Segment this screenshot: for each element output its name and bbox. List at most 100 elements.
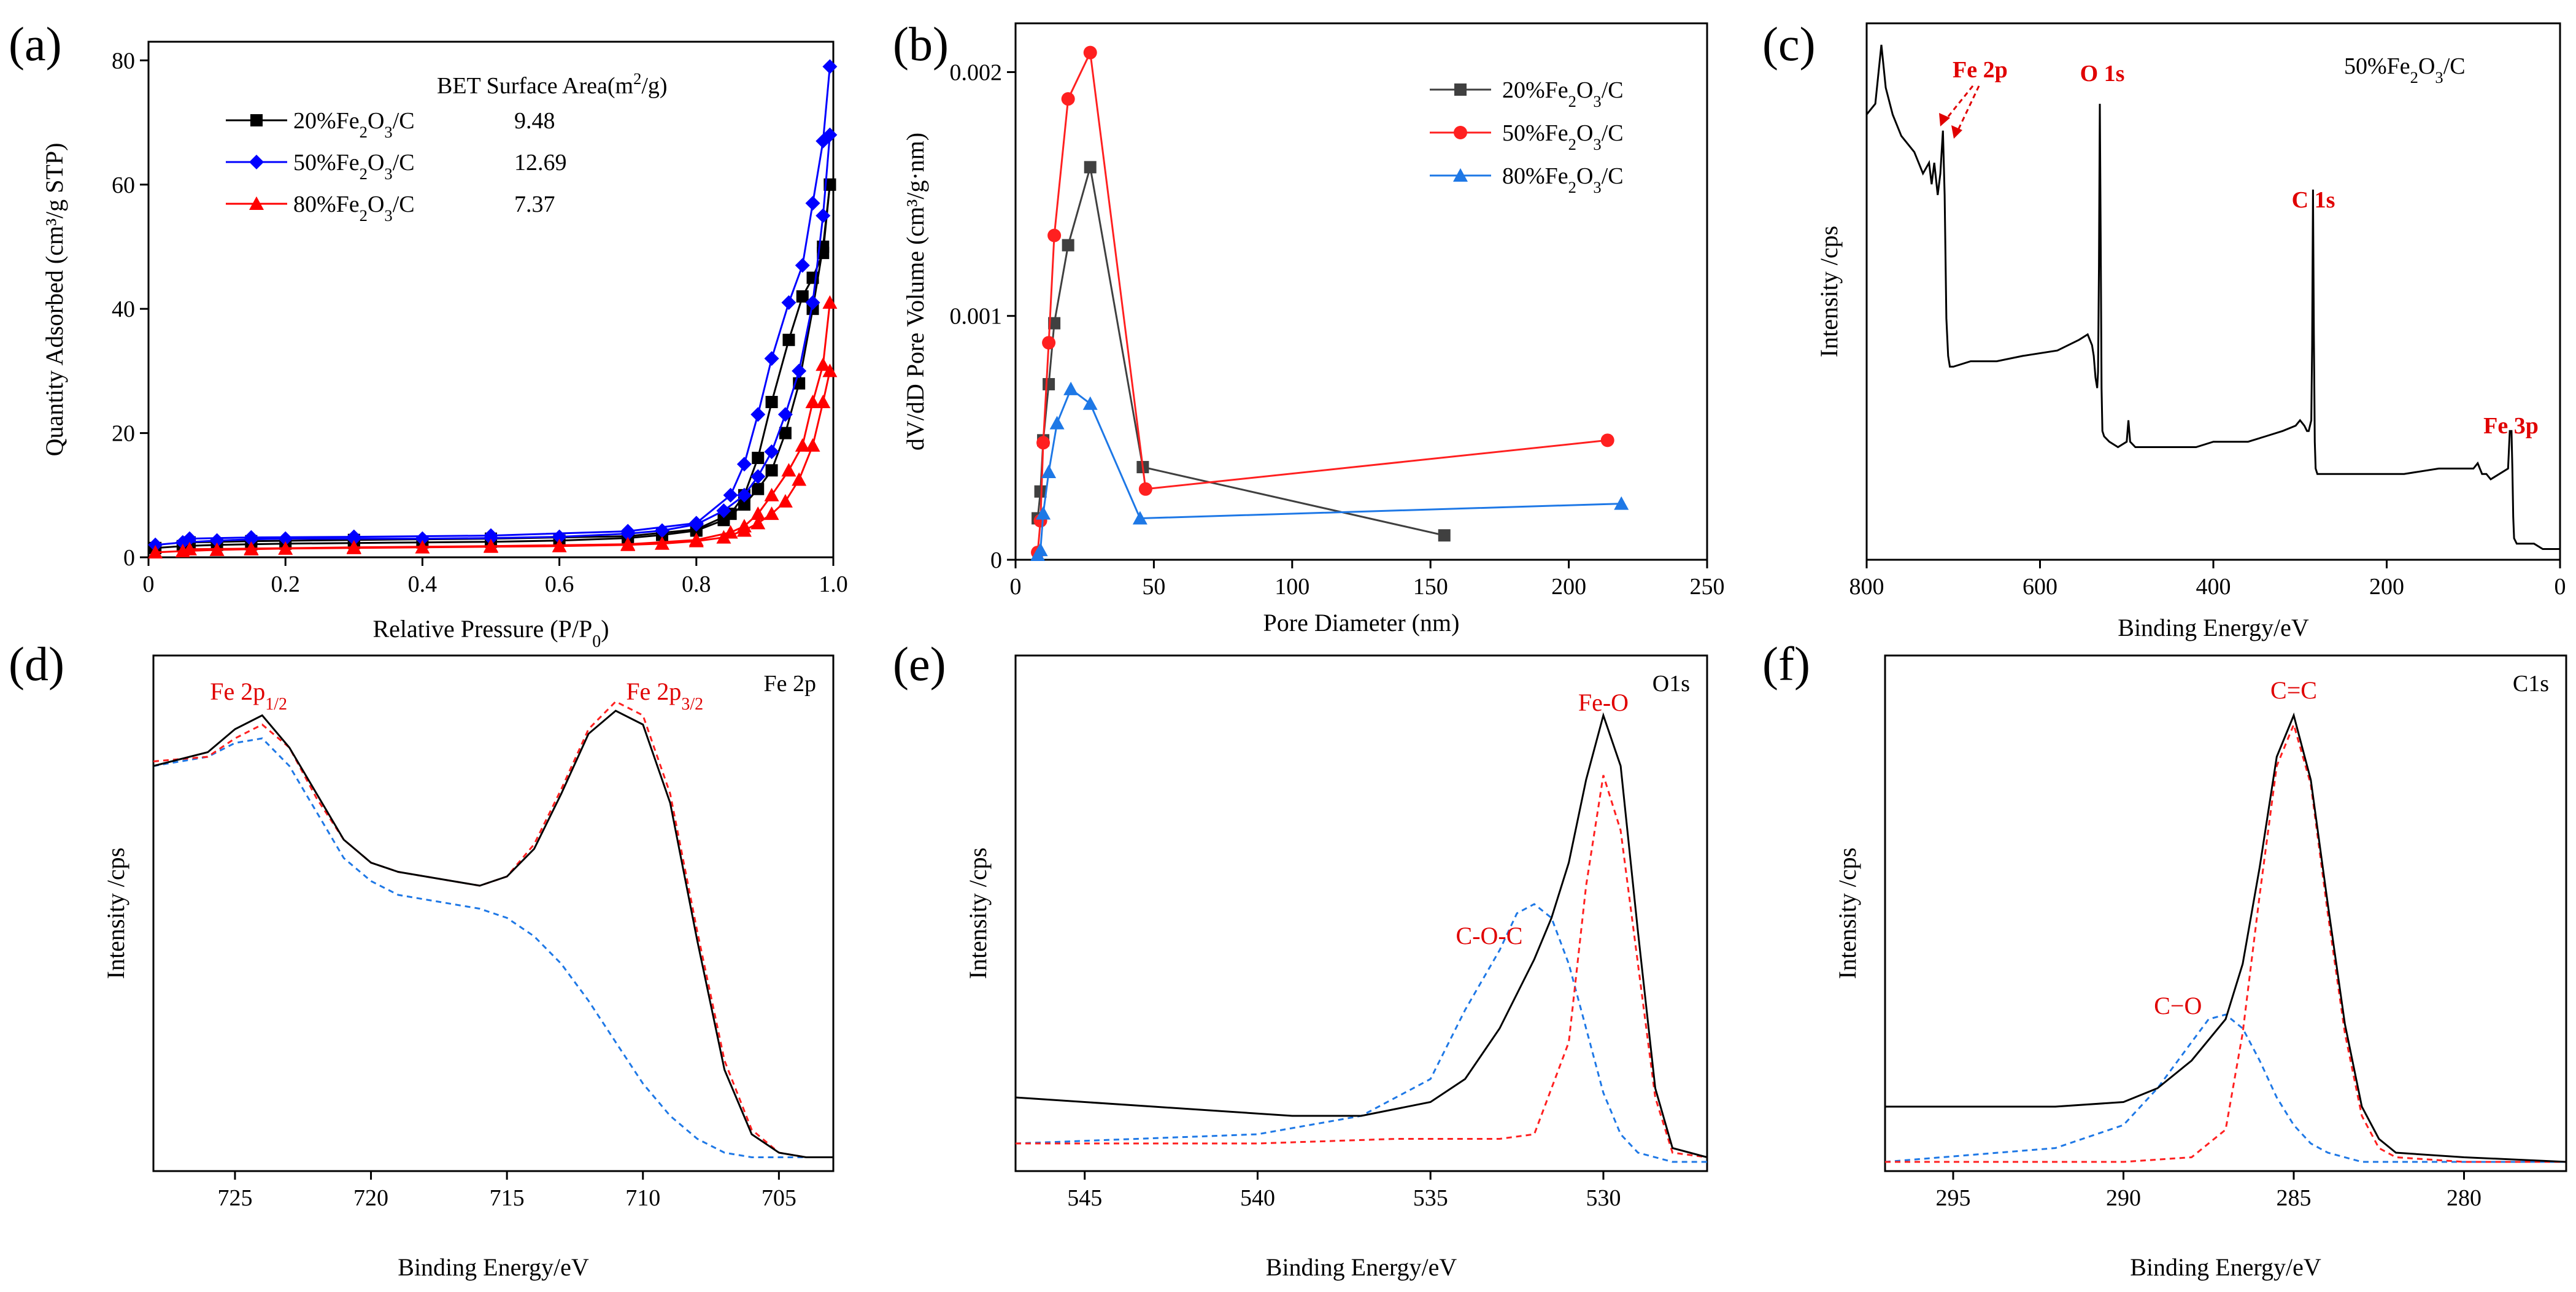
panel-a-xlabel: Relative Pressure (P/P0) [372,615,609,651]
panel-b-point [1034,485,1047,498]
panel-b-legend-marker [1454,126,1467,139]
panel-d: 725 720 715 710 705 (d) Binding Energy/eV Inten… [9,637,835,1281]
panel-b-point [1061,92,1075,106]
panel-a-point [752,452,765,465]
panel-a-point [716,503,731,519]
panel-a-point [781,295,796,311]
panel-f-co-label: C−O [2154,992,2202,1019]
panel-a-x-tick-label: 0.8 [682,571,711,597]
panel-a-point [792,363,807,379]
panel-a-point [655,536,669,550]
panel-a-point [750,516,766,530]
panel-a-legend-label: 20%Fe2O3/C [293,108,415,141]
panel-d-ylabel: Intensity /cps [102,848,129,979]
panel-a-point [148,544,163,559]
panel-a-legend-marker [250,114,263,126]
panel-b-legend-label-part: 80%Fe [1502,163,1568,189]
panel-a-point [816,208,831,223]
panel-d-fe2p12-label-part: Fe 2p [210,678,265,705]
panel-f-x-tick-label: 290 [2106,1185,2141,1211]
panel-a-point [795,258,810,273]
panel-a-legend-title: BET Surface Area(m2/g) [437,69,668,99]
panel-d-corner-label: Fe 2p [764,671,817,697]
panel-a-y-tick-label: 20 [112,421,135,447]
panel-c-sample-label-part: 2 [2410,68,2418,87]
panel-c-sample-label-part: 50%Fe [2344,53,2410,79]
panel-a-legend-label-part: O [368,108,384,134]
panel-b-series-0 [1032,161,1451,542]
panel-d-x-tick-label: 715 [490,1185,525,1211]
panel-a-legend-label: 50%Fe2O3/C [293,150,415,183]
panel-a-x-tick-label: 0.4 [408,571,438,597]
panel-b-legend-label-part: 3 [1593,135,1601,153]
panel-e-x-tick-label: 530 [1586,1185,1621,1211]
panel-b-x-tick-label: 50 [1142,574,1165,600]
panel-b-legend-label-part: 2 [1568,135,1576,153]
panel-e: 545 540 535 530 (e) Binding Energy/eV Intensit… [893,637,1708,1281]
panel-a-ylabel: Quantity Adsorbed (cm³/g STP) [40,143,68,457]
panel-c-fe2p-arrowhead-1 [1939,113,1950,126]
panel-c-ylabel: Intensity /cps [1815,226,1843,357]
panel-b-point [1438,529,1451,542]
panel-b-point [1048,317,1061,330]
panel-c-fe2p-label: Fe 2p [1953,57,2008,83]
panel-c-x-tick-label: 400 [2196,574,2231,600]
panel-e-frame [1014,654,1708,1172]
panel-b: 0 50 100 150 200 250 0 0.001 0.002(b) Pore Diamet… [893,17,1725,636]
panel-f-xlabel: Binding Energy/eV [2130,1253,2321,1281]
panel-b-legend-label-part: O [1576,163,1593,189]
panel-a-point [346,529,361,544]
panel-a-point [723,525,738,539]
panel-c-x-tick-label: 200 [2369,574,2404,600]
panel-a-point [764,487,779,501]
panel-f: 295 290 285 280 (f) Binding Energy/eV Intensit… [1762,637,2567,1281]
panel-a-letter: (a) [9,17,62,71]
panel-a-point [688,532,704,546]
panel-b-point [1138,482,1152,496]
panel-a-point [781,463,796,477]
panel-b-x-tick-label: 0 [1010,574,1022,600]
panel-a-point [209,533,225,548]
panel-b-point [1041,464,1057,478]
panel-a-point [805,394,820,408]
panel-a-point [816,357,831,371]
panel-e-x-tick-label: 535 [1413,1185,1448,1211]
panel-b-legend-label-part: /C [1602,120,1624,146]
panel-a-point [278,531,293,546]
panel-b-xlabel: Pore Diameter (nm) [1263,609,1460,636]
panel-b-x-tick-label: 100 [1275,574,1309,600]
panel-b-series-2 [1030,381,1629,562]
panel-e-red-fit [1016,775,1708,1158]
panel-d-fe2p32-label-part: Fe 2p [626,678,681,705]
panel-a-legend-label-part: O [368,191,384,217]
panel-b-point [1042,336,1056,350]
panel-a-legend-label: 80%Fe2O3/C [293,191,415,225]
panel-a-point [716,530,731,544]
panel-a-legend-title-part: 2 [633,69,641,88]
panel-a-xlabel-part: Relative Pressure (P/P [372,615,592,643]
panel-b-legend-label-part: 20%Fe [1502,77,1568,103]
panel-a-point [736,457,752,472]
panel-d-fe2p32-label-part: 3/2 [681,695,703,714]
panel-b-line [1036,387,1622,555]
panel-b-legend-label: 20%Fe2O3/C [1502,77,1624,110]
panel-a-xlabel-part: 0 [592,632,601,651]
panel-a-point [816,394,831,408]
panel-b-point [1600,433,1614,447]
panel-a-point [484,538,498,552]
panel-b-x-tick-label: 200 [1551,574,1586,600]
panel-a-legend-title-part: BET Surface Area(m [437,73,633,99]
panel-a-legend-label-part: 3 [384,206,392,225]
panel-a-y-tick-label: 60 [112,172,135,198]
panel-a-legend-bet: 7.37 [514,191,555,217]
panel-a-legend-label-part: 80%Fe [293,191,360,217]
panel-d-x-tick-label: 710 [625,1185,660,1211]
panel-c-o1s-label: O 1s [2080,61,2125,87]
panel-a-x-tick-label: 0 [143,571,155,597]
panel-a-point [796,290,809,303]
panel-b-point [1084,161,1097,174]
panel-a-legend: BET Surface Area(m2/g)20%Fe2O3/C 9.4850%F… [226,69,668,225]
panel-c-c1s-label: C 1s [2292,187,2335,213]
panel-b-point [1047,228,1062,242]
